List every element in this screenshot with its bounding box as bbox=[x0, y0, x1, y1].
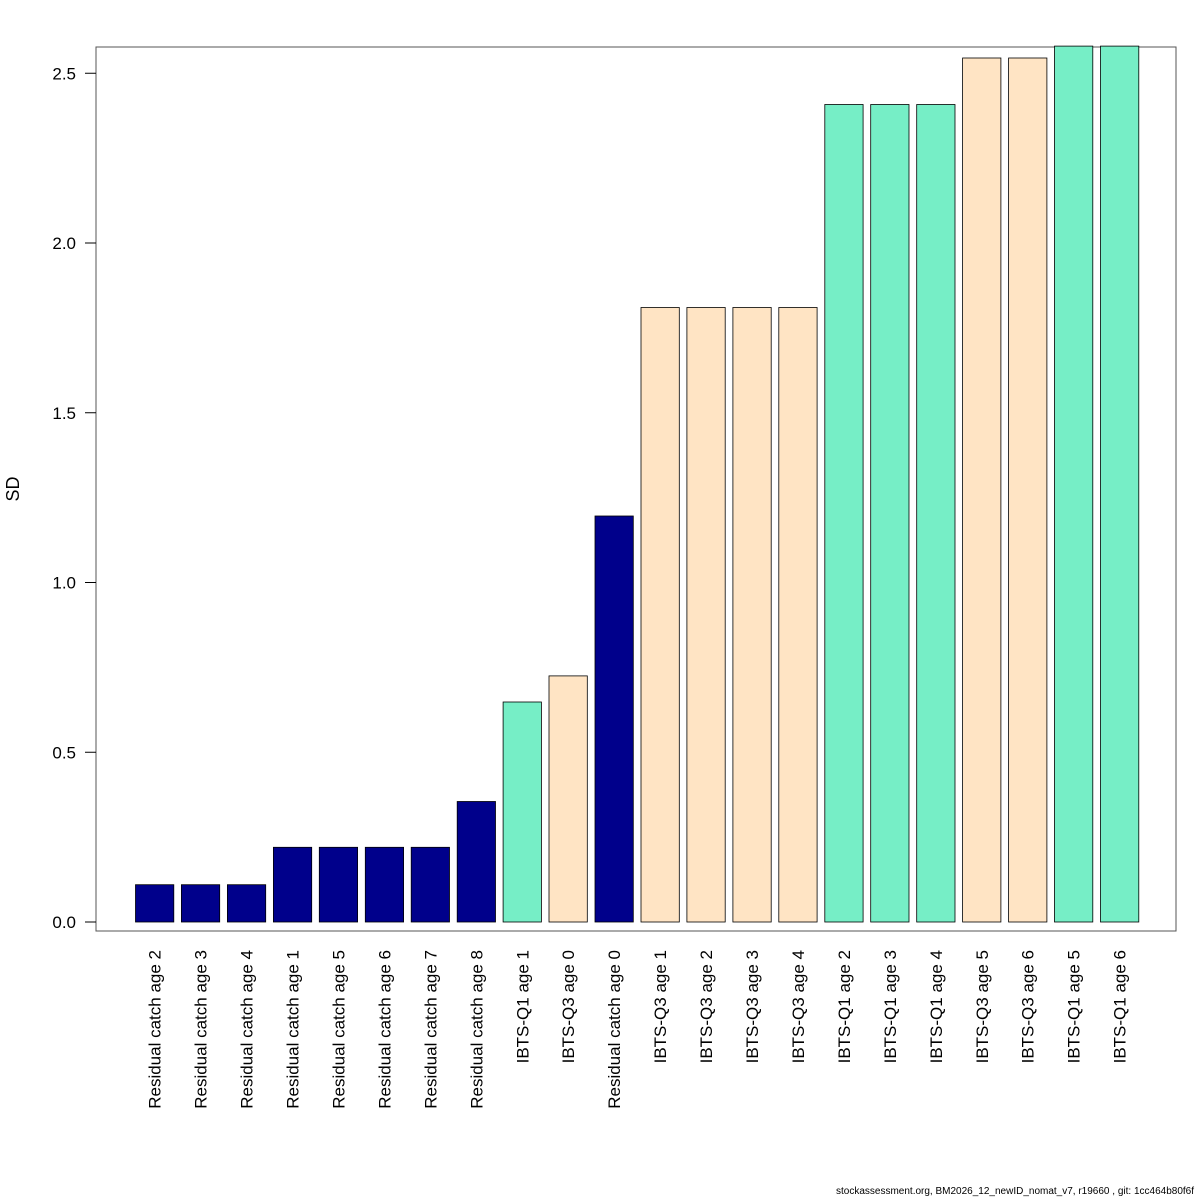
x-tick-label: IBTS-Q1 age 3 bbox=[881, 950, 900, 1063]
x-tick-label: Residual catch age 7 bbox=[421, 950, 440, 1109]
x-tick-label: Residual catch age 0 bbox=[605, 950, 624, 1109]
bar-ibts-q1-age-3 bbox=[870, 104, 910, 923]
bar-residual-catch-age-6 bbox=[364, 846, 404, 923]
y-tick-label: 1.0 bbox=[52, 574, 76, 593]
x-tick-label: Residual catch age 2 bbox=[146, 950, 165, 1109]
plot-frame bbox=[95, 46, 1177, 932]
bar-residual-catch-age-7 bbox=[410, 846, 450, 923]
bar-ibts-q3-age-3 bbox=[732, 307, 772, 923]
bar-ibts-q3-age-2 bbox=[686, 307, 726, 923]
x-tick-label: IBTS-Q3 age 0 bbox=[559, 950, 578, 1063]
bar-residual-catch-age-4 bbox=[226, 884, 267, 923]
x-tick-label: Residual catch age 6 bbox=[375, 950, 394, 1109]
x-tick-label: Residual catch age 3 bbox=[192, 950, 211, 1109]
x-tick-label: IBTS-Q3 age 2 bbox=[697, 950, 716, 1063]
x-tick-label: Residual catch age 5 bbox=[329, 950, 348, 1109]
y-axis: 0.0 0.5 1.0 1.5 2.0 2.5 bbox=[52, 64, 96, 932]
y-tick-label: 0.0 bbox=[52, 913, 76, 932]
bar-residual-catch-age-2 bbox=[135, 884, 175, 923]
x-tick-label: IBTS-Q1 age 5 bbox=[1065, 950, 1084, 1063]
bar-ibts-q3-age-4 bbox=[778, 307, 818, 923]
y-tick-label: 0.5 bbox=[52, 743, 76, 762]
bar-residual-catch-age-0 bbox=[594, 515, 634, 923]
x-tick-label: IBTS-Q3 age 3 bbox=[743, 950, 762, 1063]
bar-ibts-q3-age-6 bbox=[1008, 57, 1048, 923]
y-axis-label: SD bbox=[3, 476, 23, 501]
bar-ibts-q3-age-1 bbox=[640, 307, 680, 923]
bar-residual-catch-age-3 bbox=[180, 884, 221, 923]
x-tick-labels: Residual catch age 2 Residual catch age 3… bbox=[146, 950, 1130, 1109]
bar-ibts-q1-age-2 bbox=[824, 104, 864, 923]
bar-ibts-q3-age-0 bbox=[548, 675, 588, 923]
x-tick-label: Residual catch age 1 bbox=[284, 950, 303, 1109]
footer-text: stockassessment.org, BM2026_12_newID_nom… bbox=[836, 1186, 1194, 1197]
x-tick-label: Residual catch age 4 bbox=[238, 950, 257, 1109]
bar-residual-catch-age-1 bbox=[272, 846, 313, 923]
x-tick-label: IBTS-Q1 age 4 bbox=[927, 950, 946, 1063]
bar-ibts-q1-age-5 bbox=[1054, 45, 1094, 923]
x-tick-label: Residual catch age 8 bbox=[467, 950, 486, 1109]
x-tick-label: IBTS-Q3 age 4 bbox=[789, 950, 808, 1063]
bar-ibts-q1-age-1 bbox=[502, 701, 542, 923]
x-tick-label: IBTS-Q1 age 1 bbox=[513, 950, 532, 1063]
bar-ibts-q1-age-6 bbox=[1100, 45, 1140, 923]
bar-residual-catch-age-5 bbox=[318, 846, 358, 923]
bar-ibts-q3-age-5 bbox=[962, 57, 1002, 923]
x-tick-label: IBTS-Q3 age 5 bbox=[973, 950, 992, 1063]
x-tick-label: IBTS-Q1 age 2 bbox=[835, 950, 854, 1063]
y-tick-label: 2.5 bbox=[52, 64, 76, 83]
y-tick-label: 1.5 bbox=[52, 404, 76, 423]
bar-ibts-q1-age-4 bbox=[916, 104, 956, 923]
y-tick-label: 2.0 bbox=[52, 234, 76, 253]
x-tick-label: IBTS-Q3 age 6 bbox=[1019, 950, 1038, 1063]
x-tick-label: IBTS-Q1 age 6 bbox=[1111, 950, 1130, 1063]
bars-group bbox=[135, 45, 1140, 923]
bar-residual-catch-age-8 bbox=[456, 801, 496, 923]
x-tick-label: IBTS-Q3 age 1 bbox=[651, 950, 670, 1063]
